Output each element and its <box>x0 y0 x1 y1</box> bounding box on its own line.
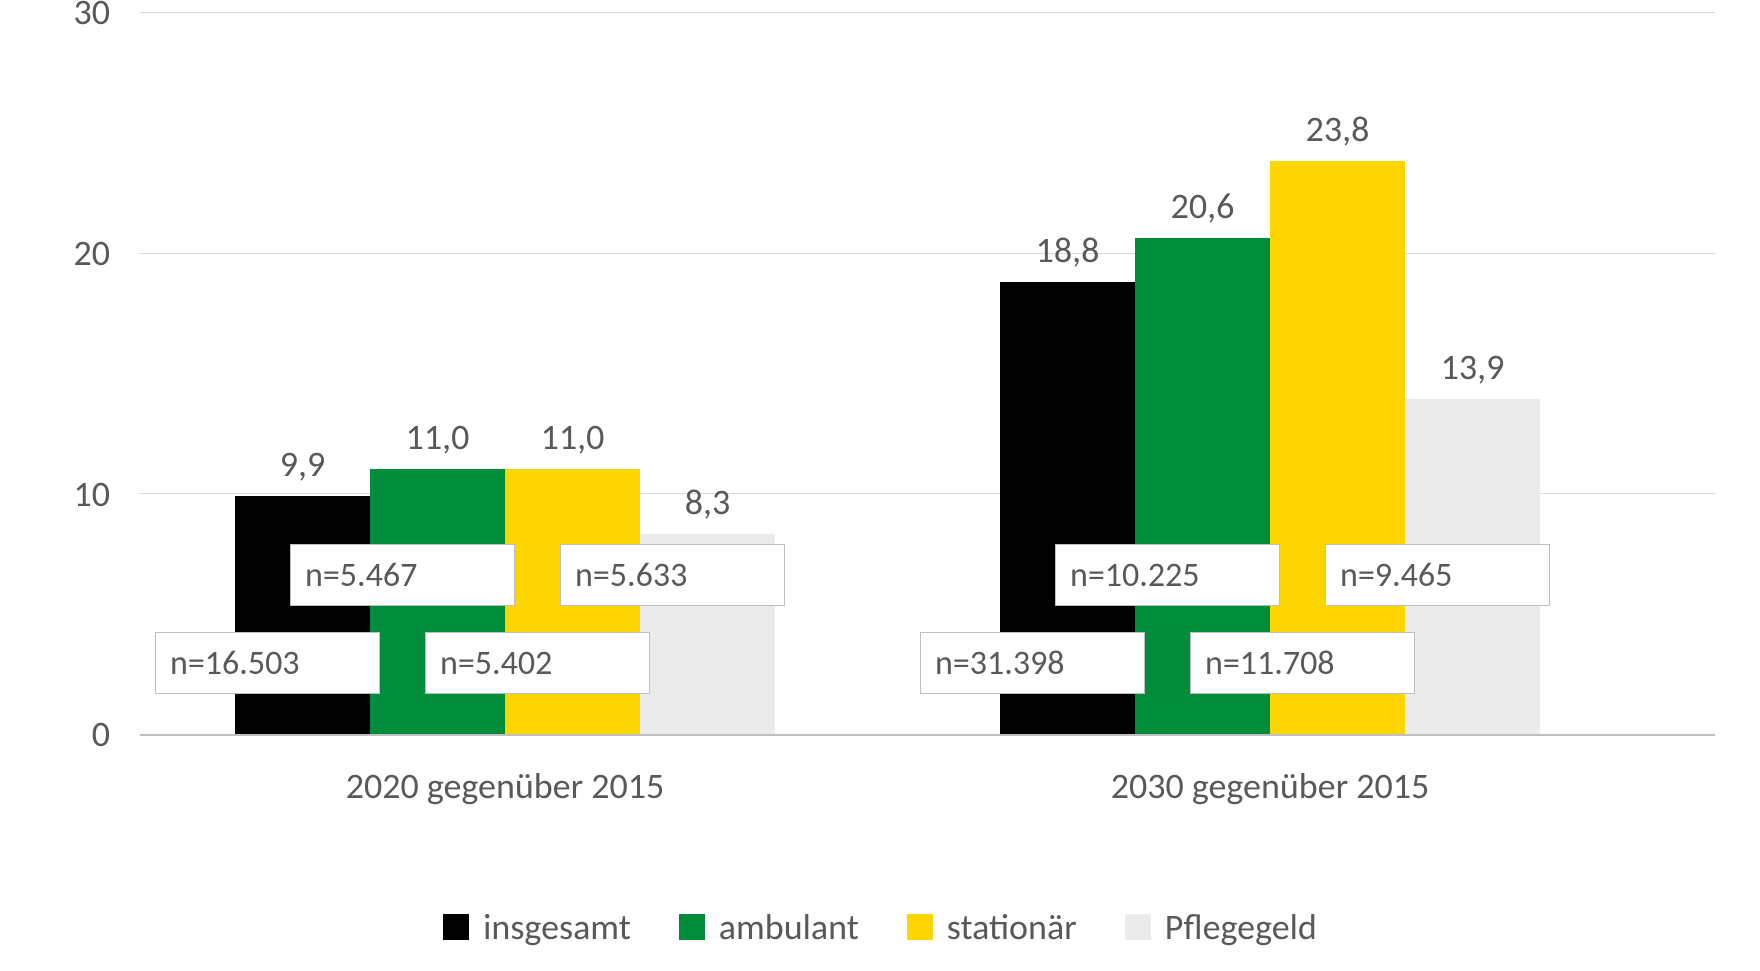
ytick-30: 30 <box>0 0 110 34</box>
legend-item-2: stationär <box>907 905 1077 949</box>
legend-label-2: stationär <box>947 905 1077 949</box>
baseline-0 <box>140 734 1715 736</box>
plot-area: 9,9 11,0 11,0 8,3 18,8 20,6 23,8 13,9 n=… <box>140 12 1715 734</box>
group-label-0: 2020 gegenüber 2015 <box>235 764 775 808</box>
callout-g1-s2: n=11.708 <box>1190 632 1415 694</box>
bar-g0-s0 <box>235 496 370 734</box>
group-label-1: 2030 gegenüber 2015 <box>1000 764 1540 808</box>
bar-label-g0-s0: 9,9 <box>243 442 363 486</box>
legend-item-0: insgesamt <box>443 905 631 949</box>
bar-label-g1-s0: 18,8 <box>1008 228 1128 272</box>
legend-swatch-0 <box>443 914 469 940</box>
legend-swatch-1 <box>679 914 705 940</box>
callout-g0-s0: n=16.503 <box>155 632 380 694</box>
legend-label-1: ambulant <box>719 905 859 949</box>
legend-label-3: Pflegegeld <box>1165 905 1317 949</box>
legend-swatch-2 <box>907 914 933 940</box>
callout-g1-s1: n=10.225 <box>1055 544 1280 606</box>
bar-label-g1-s3: 13,9 <box>1413 345 1533 389</box>
legend: insgesamt ambulant stationär Pflegegeld <box>0 905 1760 949</box>
ytick-10: 10 <box>0 472 110 516</box>
callout-g0-s1: n=5.467 <box>290 544 515 606</box>
bar-label-g0-s3: 8,3 <box>648 480 768 524</box>
callout-g0-s2: n=5.402 <box>425 632 650 694</box>
legend-label-0: insgesamt <box>483 905 631 949</box>
legend-item-1: ambulant <box>679 905 859 949</box>
legend-swatch-3 <box>1125 914 1151 940</box>
bar-label-g1-s2: 23,8 <box>1278 107 1398 151</box>
bar-chart: 0 10 20 30 9,9 11,0 11,0 8,3 18,8 20,6 2… <box>0 0 1760 971</box>
callout-g0-s3: n=5.633 <box>560 544 785 606</box>
callout-g1-s3: n=9.465 <box>1325 544 1550 606</box>
callout-g1-s0: n=31.398 <box>920 632 1145 694</box>
legend-item-3: Pflegegeld <box>1125 905 1317 949</box>
ytick-0: 0 <box>0 712 110 756</box>
bar-label-g0-s2: 11,0 <box>513 415 633 459</box>
bar-label-g1-s1: 20,6 <box>1143 184 1263 228</box>
bar-label-g0-s1: 11,0 <box>378 415 498 459</box>
gridline-20 <box>140 253 1715 254</box>
gridline-30 <box>140 12 1715 13</box>
ytick-20: 20 <box>0 231 110 275</box>
